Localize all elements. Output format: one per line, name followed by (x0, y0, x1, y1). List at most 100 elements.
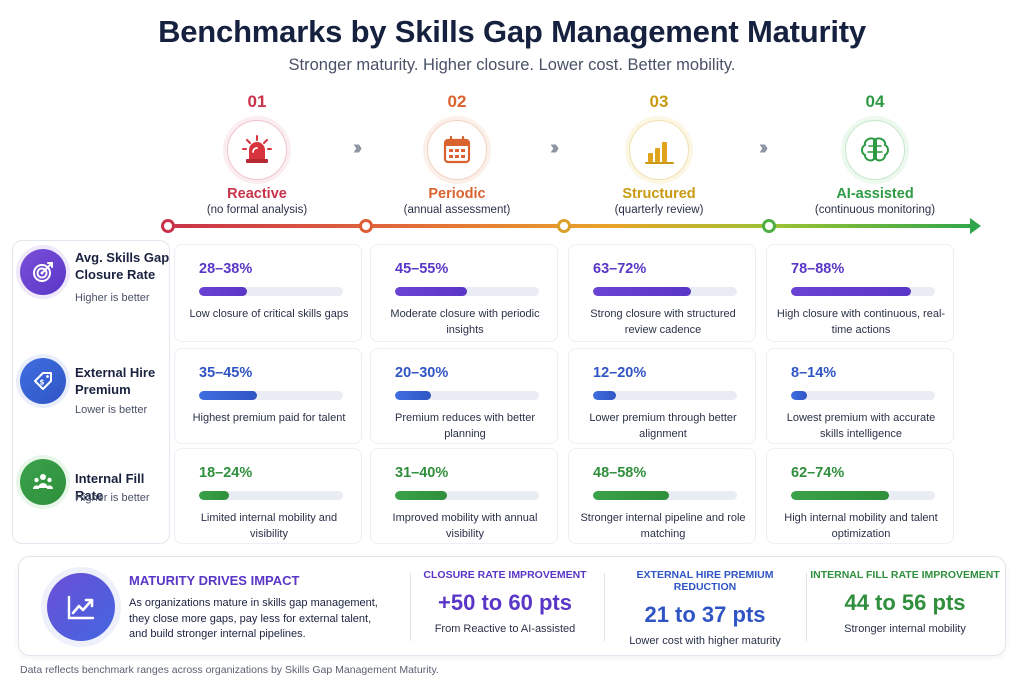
progress-fill (593, 491, 670, 500)
metric-title: Avg. Skills Gap Closure Rate (75, 250, 170, 282)
benchmark-range: 28–38% (199, 261, 253, 277)
progress-track (593, 491, 737, 500)
timeline-dot (161, 219, 175, 233)
stage-reactive: 01 Reactive (no formal analysis) (177, 92, 337, 216)
benchmark-range: 63–72% (593, 261, 647, 277)
progress-track (791, 491, 935, 500)
impact-text: As organizations mature in skills gap ma… (129, 597, 378, 640)
stage-number: 02 (447, 92, 467, 111)
benchmark-range: 31–40% (395, 465, 449, 481)
benchmark-range: 62–74% (791, 465, 845, 481)
maturity-timeline (168, 224, 976, 228)
benchmark-range: 48–58% (593, 465, 647, 481)
progress-track (199, 491, 343, 500)
benchmark-range: 18–24% (199, 465, 253, 481)
benchmark-note: Stronger internal pipeline and role matc… (580, 512, 746, 540)
impact-title: MATURITY DRIVES IMPACT (129, 573, 300, 588)
benchmark-range: 35–45% (199, 365, 253, 381)
divider (604, 573, 605, 641)
benchmark-cell: 18–24% Limited internal mobility and visi… (174, 448, 362, 544)
impact-internal-fill: INTERNAL FILL RATE IMPROVEMENT 44 to 56 … (807, 569, 1003, 635)
benchmark-cell: 35–45% Highest premium paid for talent (174, 348, 362, 444)
benchmark-range: 45–55% (395, 261, 449, 277)
impact-sub: From Reactive to AI-assisted (434, 623, 576, 635)
progress-fill (791, 491, 889, 500)
benchmark-cell: 12–20% Lower premium through better align… (568, 348, 756, 444)
stage-desc: (no formal analysis) (206, 204, 308, 216)
divider (806, 573, 807, 641)
progress-fill (199, 287, 247, 296)
progress-fill (791, 287, 911, 296)
brain-icon (845, 120, 905, 180)
benchmark-range: 20–30% (395, 365, 449, 381)
stage-number: 04 (865, 92, 885, 111)
impact-value: 21 to 37 pts (644, 602, 766, 627)
target-icon (20, 249, 66, 295)
siren-icon (227, 120, 287, 180)
progress-fill (593, 391, 617, 400)
benchmark-note: Lower premium through better alignment (589, 412, 737, 440)
metric-direction: Higher is better (75, 292, 150, 304)
benchmark-cell: 20–30% Premium reduces with better planni… (370, 348, 558, 444)
stage-name: Reactive (227, 186, 287, 202)
timeline-dot (359, 219, 373, 233)
benchmark-cell: 48–58% Stronger internal pipeline and rol… (568, 448, 756, 544)
stage-number: 01 (247, 92, 267, 111)
progress-fill (199, 491, 230, 500)
trend-up-icon (47, 573, 115, 641)
benchmark-note: High internal mobility and talent optimi… (784, 512, 938, 540)
progress-fill (593, 287, 691, 296)
people-icon (20, 459, 66, 505)
progress-track (791, 391, 935, 400)
progress-fill (395, 287, 467, 296)
stage-desc: (continuous monitoring) (814, 204, 936, 216)
progress-fill (199, 391, 257, 400)
benchmark-note: Strong closure with structured review ca… (590, 308, 736, 336)
chevron-right-icon: ›› (550, 137, 560, 159)
impact-sub: Stronger internal mobility (844, 623, 966, 635)
footnote: Data reflects benchmark ranges across or… (20, 664, 439, 676)
stage-name: AI-assisted (836, 186, 914, 202)
metric-direction: Higher is better (75, 492, 150, 504)
benchmark-note: Moderate closure with periodic insights (390, 308, 540, 336)
timeline-dot (762, 219, 776, 233)
stage-name: Structured (622, 186, 696, 202)
metric-title: Internal Fill Rate (75, 471, 145, 503)
benchmark-note: Highest premium paid for talent (192, 412, 346, 424)
benchmark-range: 8–14% (791, 365, 837, 381)
impact-summary: MATURITY DRIVES IMPACT As organizations … (18, 556, 1006, 656)
benchmark-range: 78–88% (791, 261, 845, 277)
benchmark-cell: 45–55% Moderate closure with periodic ins… (370, 244, 558, 342)
progress-fill (395, 391, 431, 400)
impact-sub: Lower cost with higher maturity (629, 635, 781, 647)
progress-track (395, 491, 539, 500)
benchmark-cell: 63–72% Strong closure with structured rev… (568, 244, 756, 342)
benchmark-note: High closure with continuous, real-time … (776, 308, 946, 336)
progress-track (593, 391, 737, 400)
benchmark-cell: 8–14% Lowest premium with accurate skills… (766, 348, 954, 444)
benchmark-cell: 62–74% High internal mobility and talent … (766, 448, 954, 544)
metric-direction: Lower is better (75, 404, 148, 416)
benchmark-range: 12–20% (593, 365, 647, 381)
svg-text:$: $ (40, 379, 45, 387)
progress-track (791, 287, 935, 296)
chevron-right-icon: ›› (353, 137, 363, 159)
impact-label: CLOSURE RATE IMPROVEMENT (423, 569, 587, 581)
benchmark-cell: 28–38% Low closure of critical skills gap… (174, 244, 362, 342)
arrow-right-icon (970, 218, 981, 234)
benchmark-cell: 78–88% High closure with continuous, real… (766, 244, 954, 342)
impact-value: 44 to 56 pts (844, 590, 966, 615)
progress-track (395, 391, 539, 400)
impact-value: +50 to 60 pts (438, 590, 572, 615)
stage-number: 03 (649, 92, 669, 111)
calendar-icon (427, 120, 487, 180)
impact-label: EXTERNAL HIRE PREMIUM REDUCTION (636, 569, 774, 593)
divider (410, 573, 411, 641)
progress-track (395, 287, 539, 296)
stage-desc: (annual assessment) (403, 204, 511, 216)
impact-closure-rate: CLOSURE RATE IMPROVEMENT +50 to 60 pts F… (407, 569, 603, 635)
timeline-dot (557, 219, 571, 233)
stage-periodic: 02 Periodic (annual assessment) (377, 92, 537, 216)
benchmark-note: Improved mobility with annual visibility (392, 512, 538, 540)
stage-structured: 03 Structured (quarterly review) (579, 92, 739, 216)
